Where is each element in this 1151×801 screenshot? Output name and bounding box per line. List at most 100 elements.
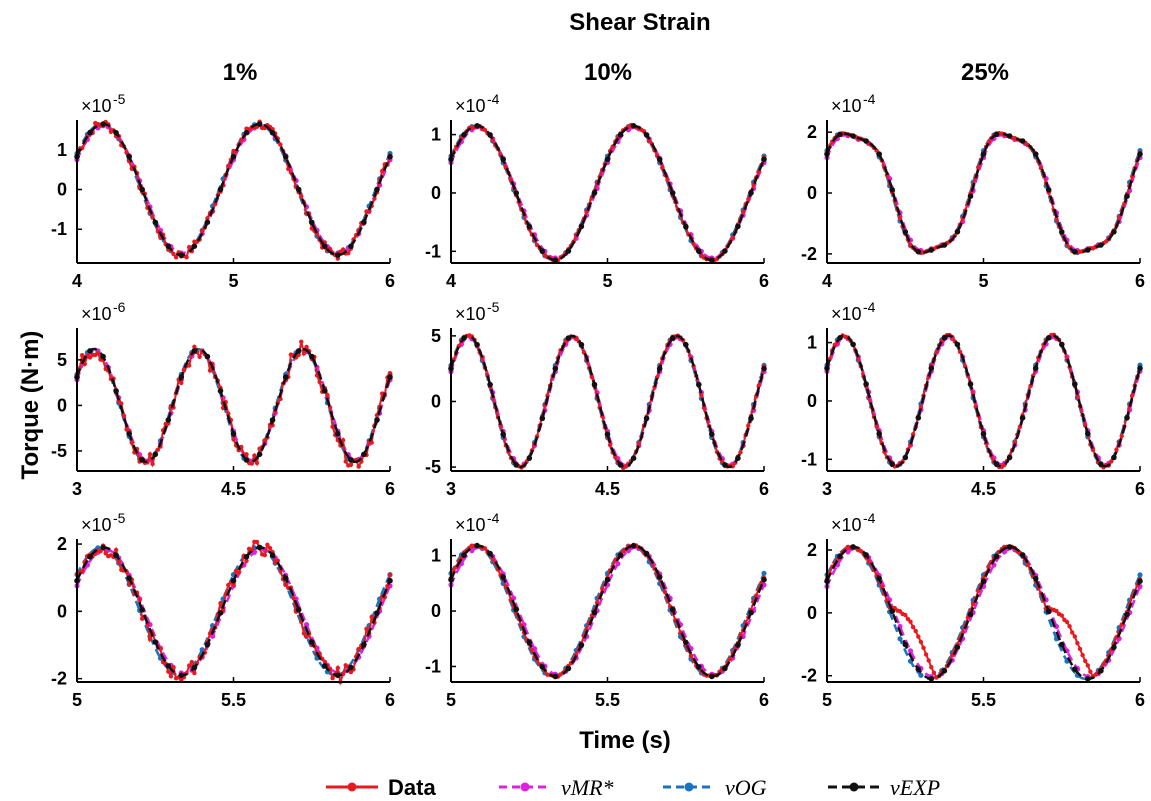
series-data-markers-point [267, 545, 273, 551]
series-data-line [450, 124, 765, 262]
series-vexp-markers-point [565, 248, 572, 254]
series-vexp-markers-point [461, 335, 467, 341]
series-vexp-markers-point [1032, 151, 1039, 157]
series-data-markers-point [335, 665, 340, 671]
series-vexp-markers-point [735, 642, 741, 648]
series-vexp-markers-point [295, 348, 302, 354]
series-vexp-markers-point [722, 462, 728, 468]
series-vog-markers-point [918, 672, 924, 678]
series-data-markers-point [249, 461, 254, 466]
x-tick-label: 6 [385, 271, 395, 291]
x-tick-label: 5.5 [971, 690, 996, 710]
series-vexp-markers-point [967, 193, 974, 199]
series-vexp-markers-point [100, 353, 106, 360]
x-tick-label: 5 [446, 690, 456, 710]
series-data-markers-point [482, 127, 488, 133]
series-vexp-markers-point [643, 415, 650, 422]
y-exponent-power: -5 [487, 299, 500, 315]
series-data-markers-point [931, 670, 937, 675]
series-data-markers-point [124, 150, 129, 155]
x-tick-label: 6 [759, 271, 769, 291]
series-vexp-markers-point [915, 248, 922, 255]
series-vexp-markers-point [139, 607, 145, 613]
series-vexp-markers-point [643, 550, 650, 557]
series-data-markers-point [1090, 447, 1096, 453]
series-vexp-markers [824, 131, 1143, 255]
series-data-markers-point [244, 452, 249, 457]
legend-label: vMR* [561, 775, 614, 800]
series-vexp-markers-point [165, 417, 172, 423]
y-tick-label: 0 [57, 180, 67, 200]
series-vexp-markers-point [217, 610, 224, 616]
series-vexp-markers-point [876, 430, 882, 437]
series-data-markers-point [607, 442, 613, 448]
series-data-markers-point [1088, 669, 1093, 674]
series-vexp-markers-point [374, 186, 380, 193]
series-vexp-markers-point [1085, 430, 1091, 437]
series-data-markers-point [1054, 216, 1059, 222]
series-vexp-markers-point [139, 186, 145, 193]
y-tick-label: 2 [807, 122, 817, 142]
series-vexp-markers-point [902, 454, 909, 461]
series-data-markers-point [226, 582, 231, 588]
series-vexp-markers-point [126, 154, 132, 160]
series-vexp-markers-point [941, 668, 948, 674]
series-vexp-markers [74, 544, 393, 679]
series-vexp-markers-point [348, 664, 354, 671]
series-vexp-markers-point [850, 544, 856, 550]
series-data-markers-point [1109, 459, 1114, 464]
series-data-markers-point [239, 137, 244, 142]
series-data-markers-point [226, 163, 231, 169]
y-tick-label: -1 [425, 241, 441, 261]
series-vexp-markers-point [309, 219, 315, 226]
series-vexp-markers-point [126, 575, 132, 581]
series-vexp-markers-point [361, 451, 367, 458]
series-vexp-markers-point [230, 430, 237, 437]
series-data-markers-point [701, 405, 707, 411]
series-data-markers-point [879, 584, 884, 589]
series-data-markers-point [1116, 216, 1122, 221]
series-vexp-line [449, 124, 766, 262]
series-data-markers-point [340, 438, 346, 443]
series-vexp-markers-point [980, 151, 987, 157]
series-vexp-markers-point [204, 641, 211, 648]
series-vexp-markers-point [1098, 461, 1104, 467]
series-vexp-markers-point [1059, 229, 1065, 235]
series-vexp-markers-point [178, 672, 185, 679]
series-vexp-markers-point [269, 552, 276, 558]
series-vexp-markers-point [282, 374, 289, 380]
series-data-markers-point [746, 423, 751, 428]
series-vexp-markers-point [837, 335, 843, 341]
series-vexp-markers-point [474, 542, 480, 549]
series-vexp-markers-point [837, 131, 843, 138]
series-vexp-markers-point [361, 219, 367, 225]
subplot-1-3: 4 5 6 -2 0 2 ×10 -4 [801, 91, 1145, 291]
y-tick-label: 0 [431, 601, 441, 621]
series-data-markers-point [594, 600, 600, 605]
y-exponent-label: ×10 [81, 304, 112, 324]
series-vexp-markers-point [1019, 138, 1026, 144]
series-vexp-markers-point [1045, 187, 1052, 193]
series-data-markers-point [95, 351, 101, 356]
y-exponent-label: ×10 [455, 515, 486, 535]
x-tick-label: 3 [822, 479, 832, 499]
series-vexp-markers-point [967, 381, 974, 387]
legend-swatch-marker [684, 782, 694, 792]
series-vog-markers-point [897, 636, 903, 642]
series-vexp-markers-point [683, 639, 689, 646]
series-data-markers-point [720, 459, 725, 464]
series-vexp-markers-point [348, 243, 354, 249]
series-data-markers-point [636, 441, 641, 446]
series-vexp-line [449, 544, 766, 678]
legend-label: vOG [725, 775, 767, 800]
series-vexp-markers-point [191, 664, 198, 671]
subplot-3-3: 5 5.5 6 -2 0 2 ×10 -4 [801, 510, 1145, 710]
series-data-markers-point [916, 634, 921, 639]
series-data-markers-point [299, 194, 304, 199]
series-vexp-markers-point [322, 663, 328, 669]
series-vexp-markers-point [902, 641, 909, 648]
series-vexp-markers-point [656, 365, 663, 372]
series-data-markers-point [934, 349, 939, 355]
series-data-markers-point [1064, 619, 1070, 625]
series-data-markers [448, 333, 767, 471]
